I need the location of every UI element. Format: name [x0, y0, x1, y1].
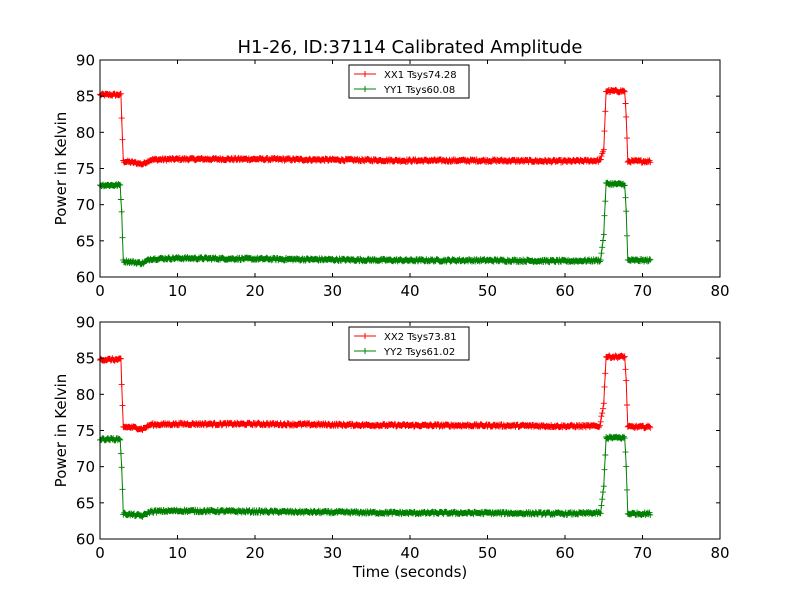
x-tick-label: 60 [555, 282, 574, 300]
y-tick-label: 90 [76, 52, 95, 70]
x-tick-label: 70 [633, 544, 652, 562]
series-2 [97, 433, 654, 520]
x-tick-label: 0 [95, 544, 105, 562]
x-tick-label: 30 [323, 544, 342, 562]
x-tick-label: 30 [323, 282, 342, 300]
y-tick-label: 75 [76, 160, 95, 178]
legend-box [348, 326, 470, 361]
chart-panel-2: 0 10 20 30 40 50 60 70 80 60 65 70 75 80 85 90 Power in … [52, 314, 730, 582]
series-2 [97, 179, 654, 268]
legend-swatch-marker [362, 86, 368, 92]
x-tick-label: 0 [95, 282, 105, 300]
series-markers [97, 86, 654, 168]
x-tick-label: 10 [168, 544, 187, 562]
legend: XX2 Tsys73.81 YY2 Tsys61.02 [348, 326, 470, 361]
x-tick-label: 20 [245, 282, 264, 300]
series-line [99, 182, 651, 265]
x-tick-label: 40 [400, 544, 419, 562]
x-tick-label: 80 [710, 544, 729, 562]
x-tick-label: 40 [400, 282, 419, 300]
y-axis-label: Power in Kelvin [52, 374, 70, 488]
x-tick-label: 20 [245, 544, 264, 562]
series-markers [97, 433, 654, 520]
y-tick-label: 85 [76, 88, 95, 106]
legend-label: YY1 Tsys60.08 [383, 85, 455, 96]
y-tick-label: 75 [76, 422, 95, 440]
x-tick-label: 60 [555, 544, 574, 562]
series-line [99, 354, 651, 431]
series-line [99, 88, 651, 166]
y-tick-label: 80 [76, 386, 95, 404]
y-tick-label: 65 [76, 494, 95, 512]
chart-panel-1: 0 10 20 30 40 50 60 70 80 60 65 70 75 80 85 90 Power in … [52, 52, 730, 301]
x-axis-label: Time (seconds) [352, 563, 468, 581]
x-tick-label: 70 [633, 282, 652, 300]
legend-swatch-marker [362, 333, 368, 339]
legend-box [348, 64, 470, 99]
x-tick-label: 50 [478, 544, 497, 562]
legend-label: YY2 Tsys61.02 [383, 347, 455, 358]
x-tick-label: 10 [168, 282, 187, 300]
y-tick-label: 90 [76, 314, 95, 332]
series-1 [97, 86, 654, 168]
y-tick-label: 60 [76, 269, 95, 287]
y-tick-label: 60 [76, 531, 95, 549]
y-tick-label: 85 [76, 350, 95, 368]
legend-label: XX2 Tsys73.81 [384, 332, 457, 343]
x-tick-label: 80 [710, 282, 729, 300]
series-1 [97, 352, 654, 433]
x-tick-label: 50 [478, 282, 497, 300]
series-markers [97, 352, 654, 433]
figure-title: H1-26, ID:37114 Calibrated Amplitude [237, 37, 582, 58]
y-tick-label: 80 [76, 124, 95, 142]
legend-label: XX1 Tsys74.28 [384, 70, 457, 81]
y-tick-label: 65 [76, 232, 95, 250]
series-line [100, 435, 651, 518]
legend-swatch-marker [362, 71, 368, 77]
legend-swatch-marker [362, 348, 368, 354]
y-tick-label: 70 [76, 196, 95, 214]
y-tick-label: 70 [76, 458, 95, 476]
y-axis-label: Power in Kelvin [52, 112, 70, 226]
series-markers [97, 179, 654, 268]
legend: XX1 Tsys74.28 YY1 Tsys60.08 [348, 64, 470, 99]
